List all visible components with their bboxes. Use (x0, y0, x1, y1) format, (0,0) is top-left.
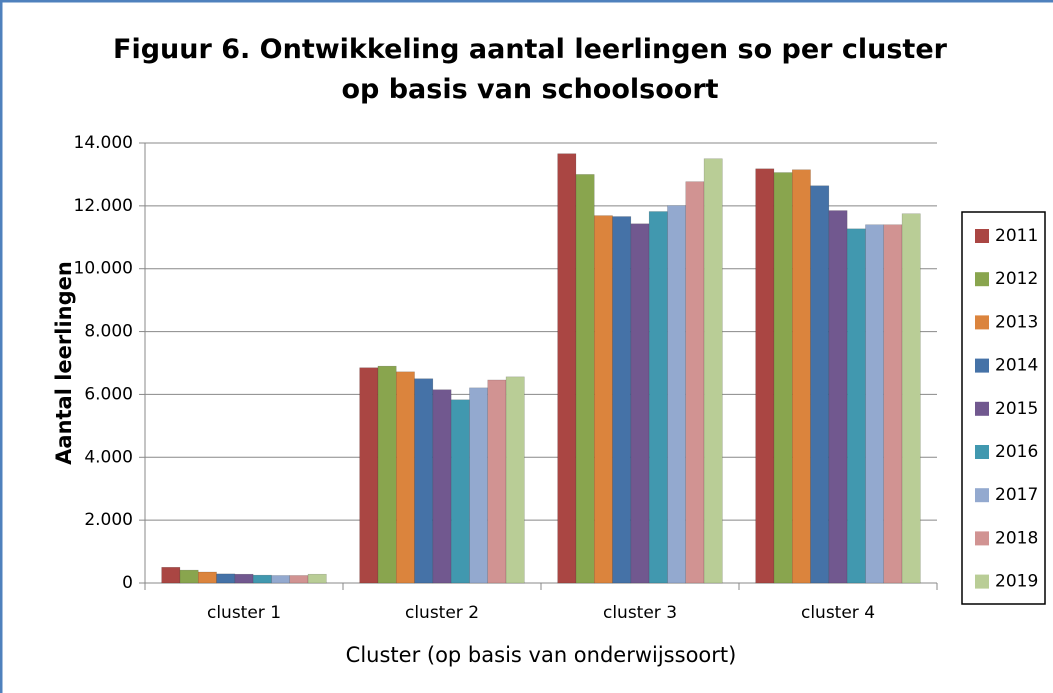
bar (234, 573, 254, 584)
x-tick-label: cluster 3 (603, 603, 677, 623)
legend-swatch (975, 358, 989, 373)
bar (377, 365, 397, 584)
x-tick-label: cluster 4 (801, 603, 875, 623)
bar (575, 174, 595, 584)
bar (396, 371, 415, 584)
y-tick-label: 4.000 (84, 447, 133, 467)
bar (307, 573, 327, 584)
y-tick-label: 0 (122, 573, 133, 593)
x-tick-label: cluster 1 (207, 603, 281, 623)
bar (846, 228, 866, 584)
bar (901, 213, 921, 584)
bar (432, 389, 452, 584)
legend-swatch (975, 401, 989, 416)
bar (828, 210, 848, 584)
y-tick-label: 6.000 (84, 384, 133, 404)
bar (703, 158, 723, 584)
bar (450, 399, 470, 584)
legend-label: 2018 (995, 528, 1038, 548)
legend-swatch (975, 315, 989, 330)
y-tick-label: 14.000 (74, 133, 133, 153)
legend-swatch (975, 445, 989, 459)
bar (469, 387, 489, 584)
bar (252, 574, 272, 584)
legend-swatch (975, 574, 989, 589)
bar (594, 215, 613, 584)
legend-label: 2017 (995, 485, 1038, 505)
bar (648, 211, 668, 584)
legend-label: 2013 (995, 312, 1038, 332)
legend-swatch (975, 531, 989, 546)
bar (179, 569, 199, 584)
bar (271, 575, 291, 584)
bar (667, 205, 687, 584)
legend-label: 2016 (995, 442, 1038, 462)
bar (487, 379, 507, 584)
legend-label: 2011 (995, 226, 1038, 246)
chart-title: Figuur 6. Ontwikkeling aantal leerlingen… (113, 34, 947, 105)
bar (505, 376, 525, 584)
y-tick-label: 8.000 (84, 322, 133, 342)
y-tick-label: 2.000 (84, 510, 133, 530)
bar (755, 168, 775, 584)
y-tick-label: 12.000 (74, 196, 133, 216)
bar (612, 216, 632, 584)
bar (883, 224, 903, 584)
bar (685, 181, 705, 584)
bar (359, 367, 379, 584)
bar (792, 169, 811, 584)
y-tick-label: 10.000 (74, 259, 133, 279)
bar (216, 573, 236, 584)
legend-label: 2014 (995, 356, 1038, 376)
y-axis-label: Aantal leerlingen (52, 261, 76, 465)
bar (865, 224, 885, 584)
legend-swatch (975, 229, 989, 243)
legend-swatch (975, 272, 989, 287)
legend-swatch (975, 488, 989, 503)
legend-label: 2012 (995, 269, 1038, 289)
bar (557, 153, 577, 584)
bar (414, 378, 434, 584)
bar (810, 185, 830, 584)
bar (161, 567, 181, 584)
bar (198, 571, 217, 584)
legend-label: 2015 (995, 399, 1038, 419)
bar (630, 223, 650, 584)
legend-label: 2019 (995, 572, 1038, 592)
bar (773, 172, 793, 584)
bar (289, 575, 309, 584)
x-tick-label: cluster 2 (405, 603, 479, 623)
x-axis-label: Cluster (op basis van onderwijssoort) (346, 643, 737, 667)
